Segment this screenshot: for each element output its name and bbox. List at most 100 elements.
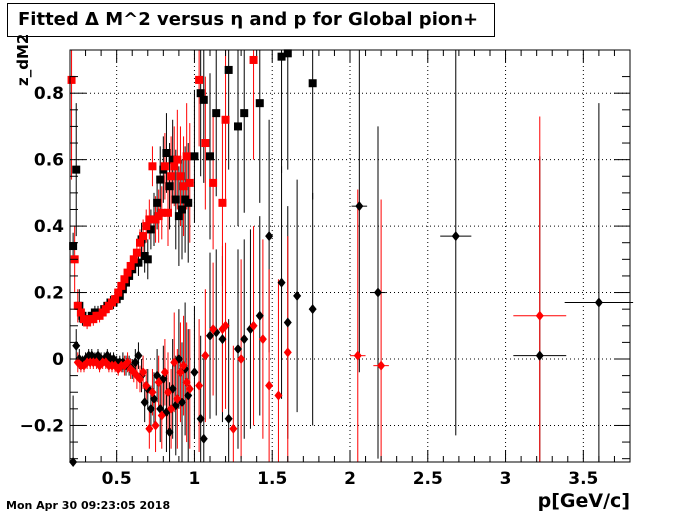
diamond-marker	[258, 334, 267, 345]
x-tick-label: 3.5	[568, 469, 598, 489]
y-tick-label: 0.2	[34, 284, 64, 304]
square-marker	[69, 242, 78, 251]
diamond-marker	[72, 340, 81, 351]
diamond-marker	[140, 397, 149, 408]
diamond-marker	[196, 413, 205, 424]
square-marker	[201, 139, 210, 148]
diamond-marker	[229, 423, 238, 434]
diamond-marker	[148, 387, 157, 398]
square-marker	[160, 162, 169, 171]
diamond-marker	[139, 367, 148, 378]
y-axis-label-text: z_dM2	[14, 33, 32, 86]
diamond-marker	[185, 383, 194, 394]
square-marker	[117, 281, 126, 290]
diamond-marker	[377, 360, 386, 371]
square-marker	[111, 295, 120, 304]
square-marker	[277, 52, 286, 61]
diamond-marker	[199, 433, 208, 444]
square-marker	[234, 122, 242, 131]
square-marker	[114, 288, 123, 297]
diamond-marker	[240, 334, 249, 345]
square-marker	[76, 308, 85, 317]
x-tick-label: 0.5	[102, 469, 132, 489]
x-tick-label: 1.5	[257, 469, 287, 489]
square-marker	[153, 198, 162, 207]
diamond-marker	[535, 350, 544, 361]
diamond-marker	[234, 344, 242, 355]
square-marker	[199, 95, 208, 104]
square-marker	[126, 261, 135, 270]
diamond-marker	[146, 403, 155, 414]
x-tick-label: 1	[189, 469, 201, 489]
square-marker	[179, 182, 188, 191]
x-tick-label: 2	[344, 469, 356, 489]
square-marker	[143, 255, 152, 264]
x-tick-label: 3	[500, 469, 512, 489]
diamond-marker	[151, 420, 160, 431]
diamond-marker	[308, 304, 317, 315]
square-marker	[212, 109, 221, 118]
square-marker	[170, 162, 179, 171]
diamond-marker	[195, 380, 204, 391]
square-marker	[184, 198, 193, 207]
diamond-marker	[167, 403, 176, 414]
square-marker	[196, 89, 205, 98]
square-marker	[142, 222, 151, 231]
square-marker	[139, 232, 148, 241]
diamond-marker	[535, 310, 544, 321]
square-marker	[195, 75, 204, 84]
square-marker	[308, 79, 317, 88]
diamond-marker	[123, 357, 132, 368]
diamond-marker	[594, 297, 603, 308]
diamond-marker	[355, 201, 364, 212]
square-marker	[132, 248, 141, 257]
diamond-marker	[265, 380, 274, 391]
square-marker	[73, 301, 82, 310]
square-marker	[168, 155, 177, 164]
y-tick-label: 0.8	[34, 84, 64, 104]
square-marker	[178, 205, 186, 214]
square-marker	[134, 258, 143, 267]
data-markers	[67, 49, 603, 467]
square-marker	[255, 99, 264, 108]
diamond-marker	[136, 373, 144, 384]
chart-title: Fitted Δ M^2 versus η and p for Global p…	[7, 3, 495, 37]
diamond-marker	[157, 410, 166, 421]
diamond-marker	[179, 360, 188, 371]
diamond-marker	[353, 350, 362, 361]
y-tick-label: 0.6	[34, 151, 64, 171]
diamond-marker	[145, 423, 154, 434]
square-marker	[190, 152, 199, 161]
square-marker	[157, 208, 166, 217]
square-marker	[209, 178, 218, 187]
diamond-marker	[277, 277, 286, 288]
x-axis-label: p[GeV/c]	[537, 490, 630, 512]
diamond-marker	[154, 377, 163, 388]
square-marker	[145, 215, 154, 224]
diamond-marker	[165, 427, 174, 438]
diamond-marker	[374, 287, 382, 298]
diamond-marker	[160, 367, 169, 378]
diamond-marker	[293, 290, 302, 301]
square-marker	[146, 225, 155, 234]
square-marker	[185, 178, 194, 187]
diamond-marker	[218, 334, 227, 345]
diamond-marker	[131, 357, 140, 368]
diamond-marker	[164, 387, 172, 398]
diamond-marker	[249, 320, 258, 331]
square-marker	[221, 115, 230, 124]
diamond-marker	[237, 354, 246, 364]
square-marker	[67, 75, 76, 84]
timestamp: Mon Apr 30 09:23:05 2018	[6, 499, 171, 512]
square-marker	[224, 65, 233, 74]
diamond-marker	[142, 380, 151, 391]
diamond-marker	[206, 330, 214, 341]
diamond-marker	[221, 320, 230, 331]
square-marker	[171, 195, 180, 204]
square-marker	[240, 109, 249, 118]
square-marker	[167, 172, 176, 181]
diamond-marker	[283, 347, 292, 358]
square-marker	[218, 198, 227, 207]
diamond-marker	[224, 413, 233, 424]
